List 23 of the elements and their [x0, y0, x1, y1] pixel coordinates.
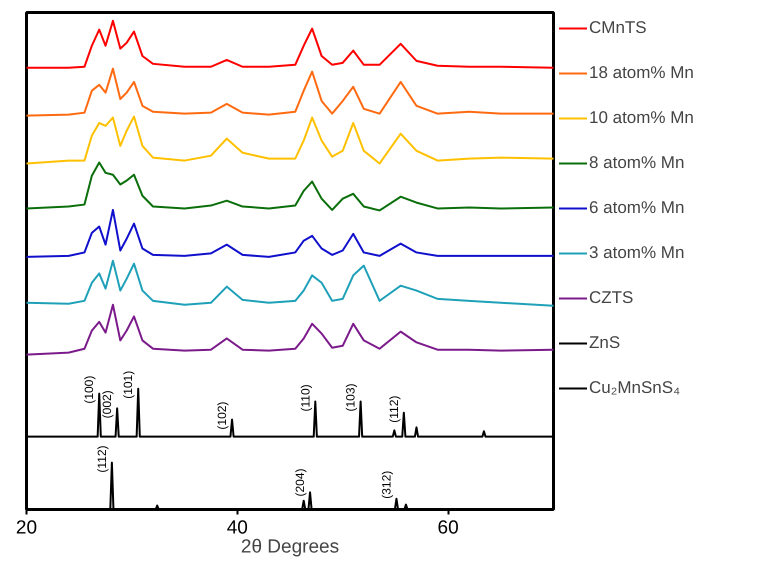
legend-label: Cu₂MnSnS₄	[589, 378, 680, 398]
legend-label: 3 atom% Mn	[589, 243, 684, 263]
x-tick-label: 20	[16, 518, 38, 538]
annotation: (110)	[298, 384, 312, 412]
legend-label: ZnS	[589, 333, 620, 353]
annotation: (100)	[82, 376, 96, 404]
x-axis-title: 2θ Degrees	[240, 536, 340, 558]
x-tick-label: 60	[438, 518, 459, 538]
legend-label: CMnTS	[589, 18, 647, 38]
legend-label: 6 atom% Mn	[589, 198, 684, 218]
annotation: (112)	[94, 445, 109, 473]
annotation: (204)	[293, 468, 308, 496]
annotation: (101)	[121, 370, 136, 399]
legend-label: CZTS	[589, 288, 634, 308]
legend-label: 10 atom% Mn	[589, 108, 694, 128]
annotation: (312)	[379, 470, 394, 499]
x-tick-label: 40	[226, 518, 248, 538]
annotation: (102)	[215, 402, 230, 430]
annotation: (112)	[386, 396, 401, 423]
annotation: (103)	[344, 383, 358, 412]
legend-label: 18 atom% Mn	[589, 63, 694, 83]
legend-label: 8 atom% Mn	[589, 153, 684, 173]
annotation: (002)	[100, 390, 114, 418]
